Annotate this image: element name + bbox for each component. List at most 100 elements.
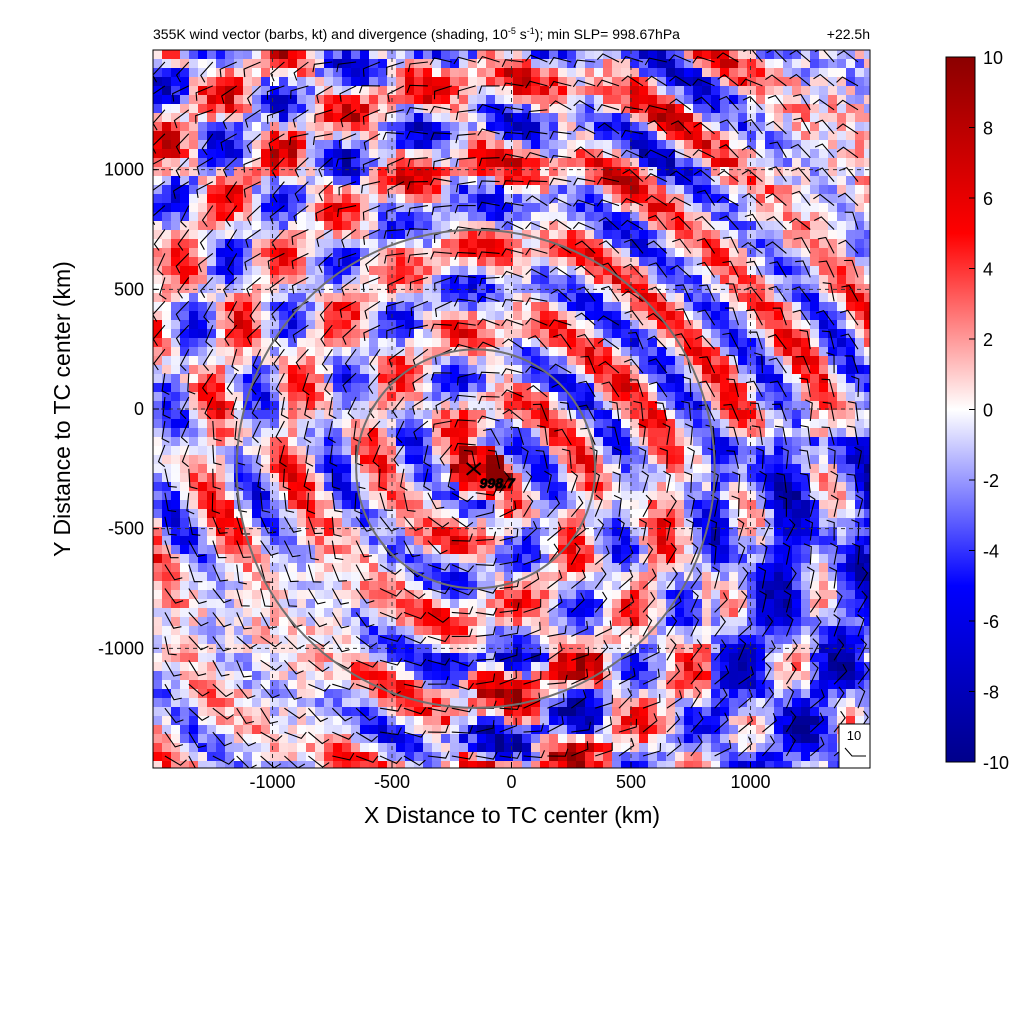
field-cell — [450, 131, 460, 141]
field-cell — [540, 158, 550, 168]
field-cell — [342, 167, 352, 177]
field-cell — [333, 77, 343, 87]
field-cell — [549, 491, 559, 501]
field-cell — [684, 473, 694, 483]
field-cell — [558, 581, 568, 591]
field-cell — [558, 428, 568, 438]
field-cell — [216, 248, 226, 258]
field-cell — [351, 203, 361, 213]
field-cell — [423, 293, 433, 303]
field-cell — [315, 401, 325, 411]
field-cell — [603, 212, 613, 222]
field-cell — [558, 284, 568, 294]
field-cell — [342, 248, 352, 258]
field-cell — [720, 185, 730, 195]
field-cell — [405, 86, 415, 96]
field-cell — [297, 590, 307, 600]
field-cell — [495, 302, 505, 312]
field-cell — [378, 230, 388, 240]
field-cell — [855, 338, 865, 348]
field-cell — [720, 248, 730, 258]
field-cell — [423, 275, 433, 285]
field-cell — [531, 536, 541, 546]
field-cell — [684, 383, 694, 393]
field-cell — [225, 572, 235, 582]
field-cell — [486, 95, 496, 105]
field-cell — [513, 266, 523, 276]
field-cell — [783, 203, 793, 213]
field-cell — [351, 230, 361, 240]
field-cell — [216, 257, 226, 267]
field-cell — [576, 131, 586, 141]
field-cell — [234, 122, 244, 132]
field-cell — [315, 374, 325, 384]
field-cell — [630, 59, 640, 69]
field-cell — [441, 239, 451, 249]
field-cell — [414, 293, 424, 303]
field-cell — [423, 68, 433, 78]
field-cell — [720, 311, 730, 321]
field-cell — [324, 572, 334, 582]
field-cell — [495, 221, 505, 231]
field-cell — [225, 347, 235, 357]
field-cell — [270, 419, 280, 429]
field-cell — [630, 500, 640, 510]
field-cell — [558, 50, 568, 60]
field-cell — [774, 131, 784, 141]
field-cell — [630, 176, 640, 186]
field-cell — [522, 437, 532, 447]
field-cell — [774, 509, 784, 519]
field-cell — [495, 410, 505, 420]
field-cell — [288, 572, 298, 582]
field-cell — [405, 374, 415, 384]
field-cell — [855, 113, 865, 123]
field-cell — [396, 302, 406, 312]
field-cell — [315, 482, 325, 492]
field-cell — [540, 149, 550, 159]
field-cell — [216, 185, 226, 195]
field-cell — [432, 167, 442, 177]
field-cell — [234, 50, 244, 60]
field-cell — [324, 266, 334, 276]
field-cell — [477, 365, 487, 375]
field-cell — [639, 248, 649, 258]
field-cell — [162, 302, 172, 312]
field-cell — [549, 437, 559, 447]
field-cell — [270, 581, 280, 591]
field-cell — [531, 284, 541, 294]
field-cell — [630, 302, 640, 312]
field-cell — [594, 581, 604, 591]
field-cell — [189, 455, 199, 465]
field-cell — [576, 293, 586, 303]
field-cell — [450, 473, 460, 483]
field-cell — [486, 482, 496, 492]
field-cell — [774, 491, 784, 501]
field-cell — [801, 536, 811, 546]
field-cell — [207, 365, 217, 375]
field-cell — [279, 383, 289, 393]
field-cell — [846, 356, 856, 366]
field-cell — [855, 320, 865, 330]
field-cell — [297, 527, 307, 537]
field-cell — [333, 464, 343, 474]
field-cell — [837, 590, 847, 600]
field-cell — [783, 392, 793, 402]
field-cell — [198, 527, 208, 537]
field-cell — [333, 455, 343, 465]
field-cell — [252, 77, 262, 87]
field-cell — [792, 293, 802, 303]
field-cell — [774, 230, 784, 240]
field-cell — [342, 500, 352, 510]
field-cell — [756, 383, 766, 393]
field-cell — [504, 554, 514, 564]
field-cell — [720, 275, 730, 285]
field-cell — [594, 356, 604, 366]
field-cell — [378, 590, 388, 600]
field-cell — [180, 482, 190, 492]
field-cell — [432, 77, 442, 87]
field-cell — [315, 455, 325, 465]
field-cell — [414, 68, 424, 78]
field-cell — [369, 383, 379, 393]
field-cell — [765, 140, 775, 150]
field-cell — [522, 176, 532, 186]
